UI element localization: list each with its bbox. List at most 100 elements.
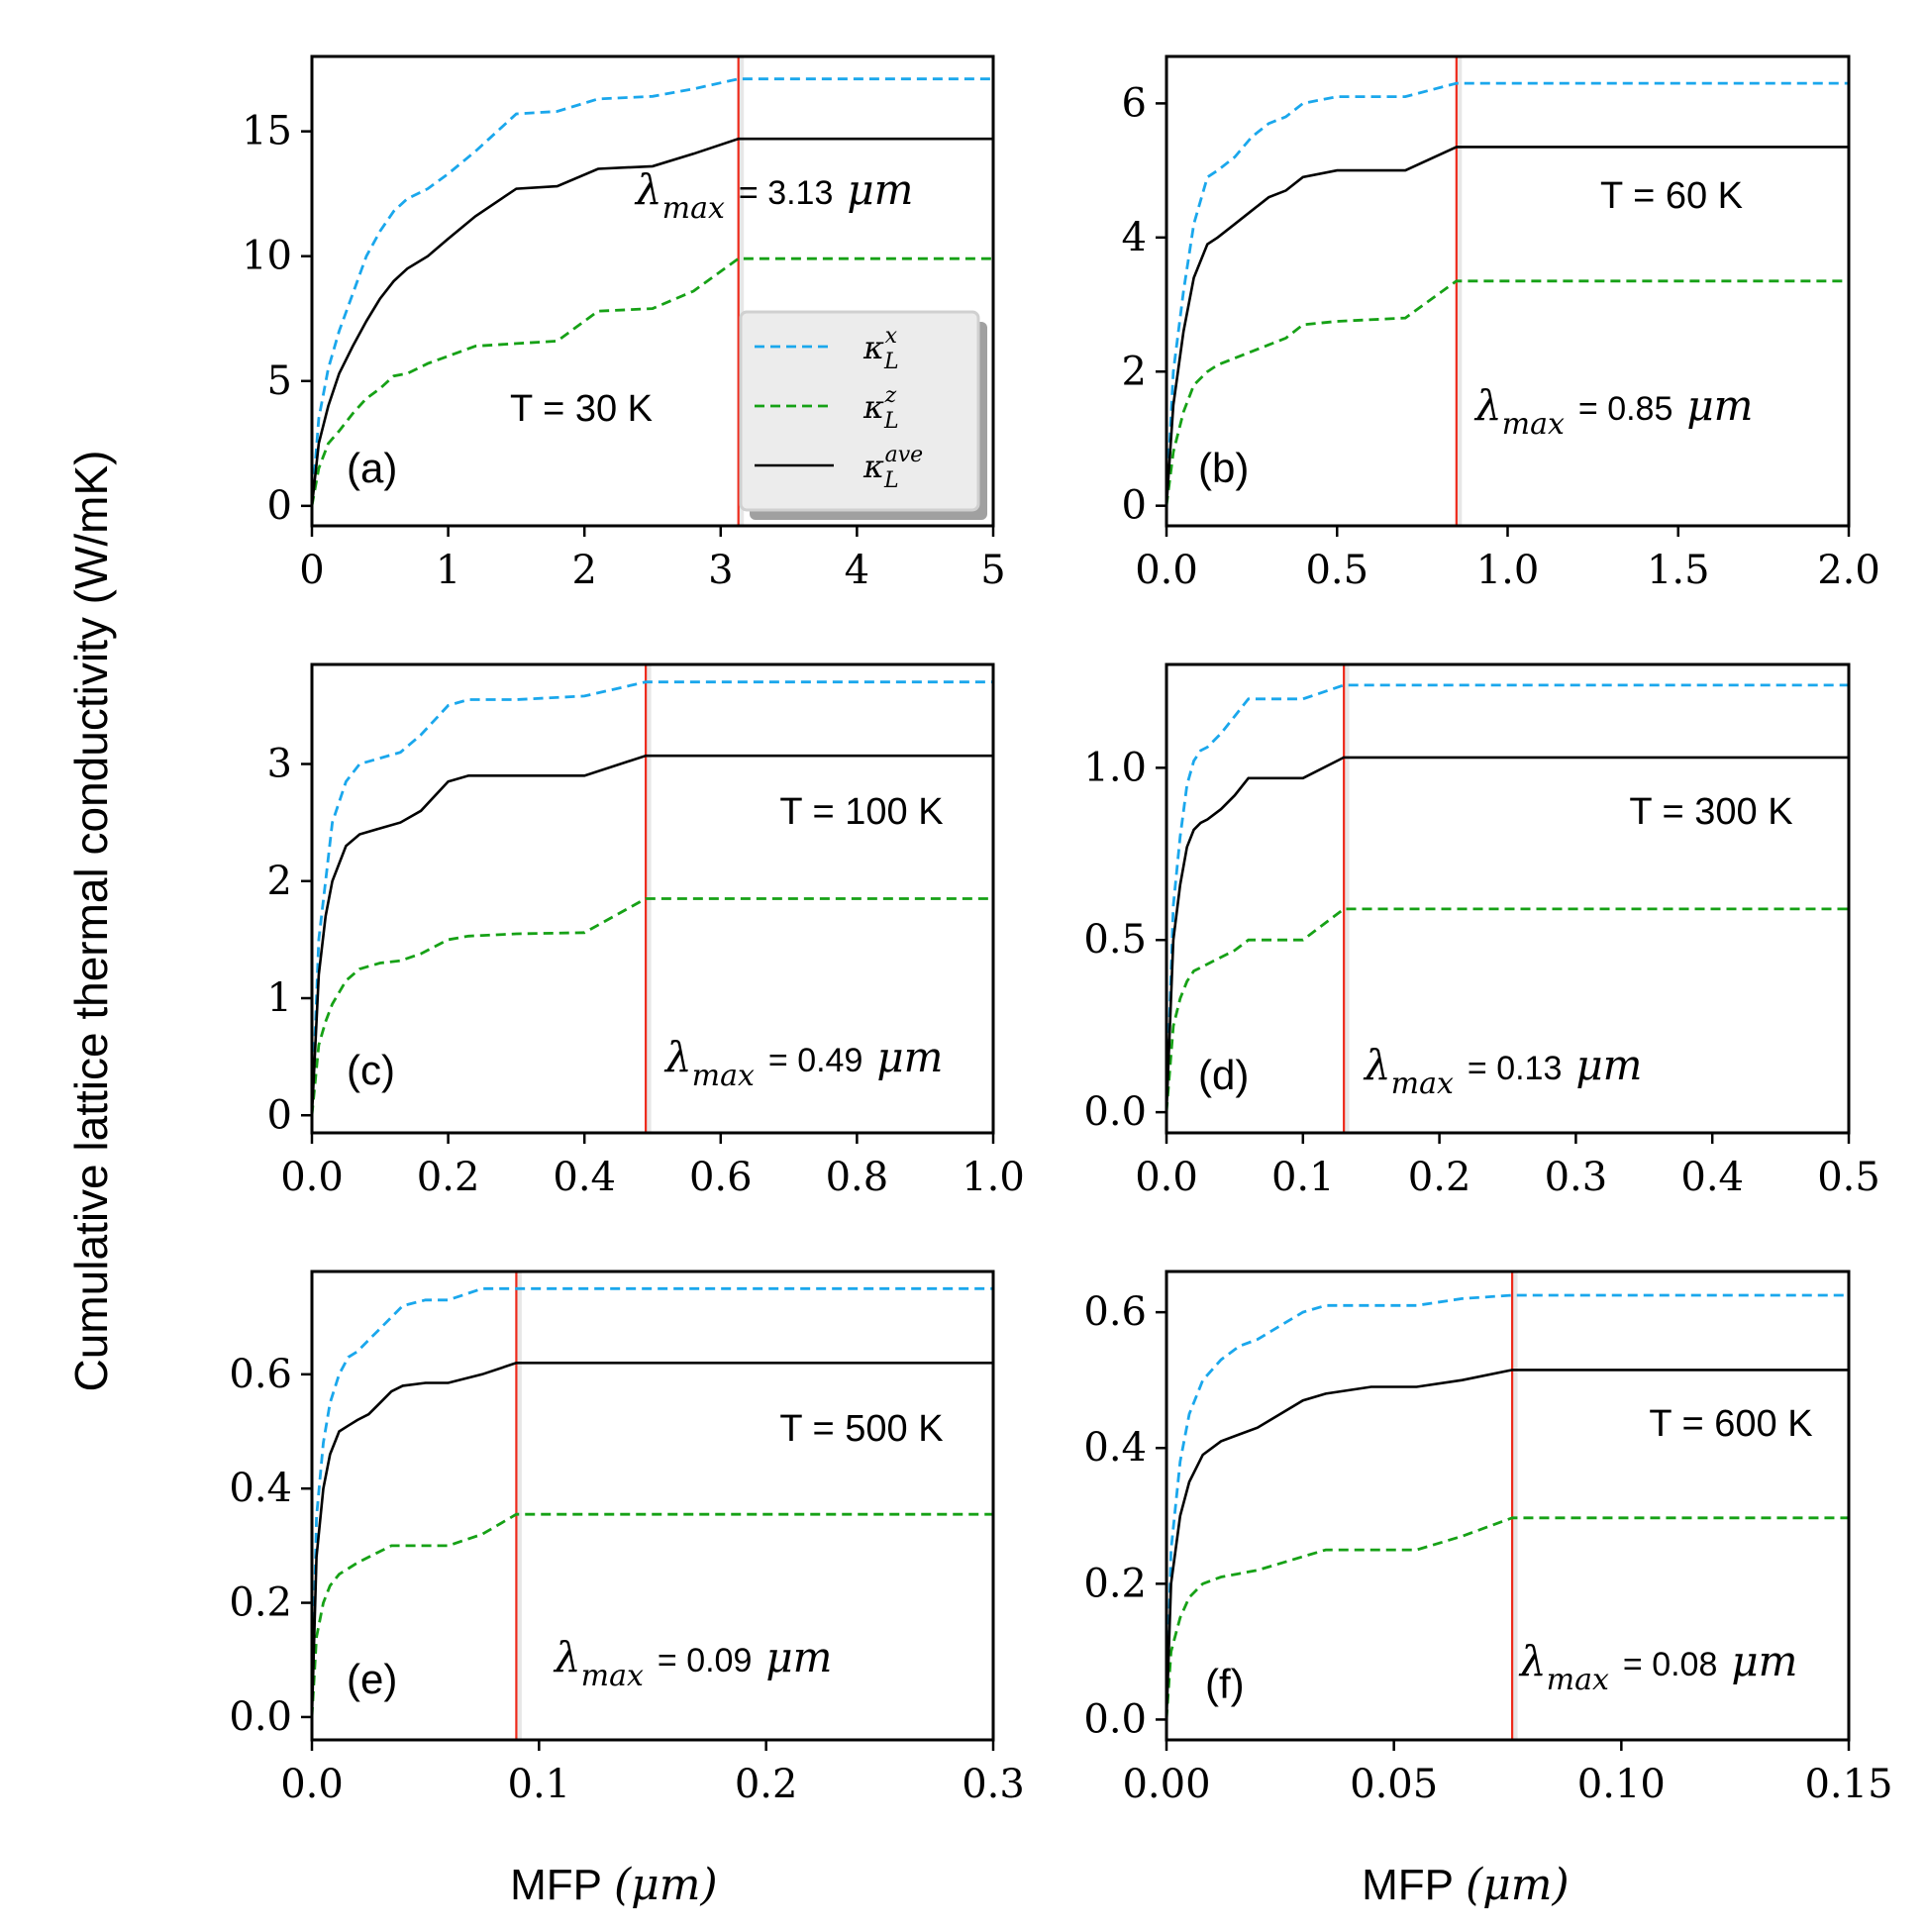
plot-frame	[310, 54, 995, 528]
x-tick-label: 4	[845, 548, 869, 593]
series-kappa-ave	[312, 137, 993, 506]
plot-frame	[1165, 662, 1851, 1135]
x-tick-label: 0.4	[1680, 1155, 1744, 1200]
legend-kappa-ave: κLave	[755, 443, 923, 493]
x-tick-label: 0.2	[735, 1762, 798, 1807]
y-tick-label: 0.5	[1083, 917, 1147, 963]
y-tick-label: 0.0	[1083, 1089, 1147, 1135]
legend-label: κLz	[862, 383, 899, 434]
y-tick-label: 1	[267, 975, 292, 1021]
x-tick-label: 0.00	[1122, 1762, 1210, 1807]
temperature-label: T = 60 K	[1600, 175, 1743, 217]
y-tick-label: 6	[1122, 80, 1147, 126]
series-kappa-x	[1166, 683, 1849, 1113]
y-tick-label: 0	[267, 483, 292, 529]
x-tick-label: 1.5	[1647, 548, 1710, 593]
series-kappa-x	[1166, 81, 1849, 506]
legend-label: κLx	[862, 324, 899, 374]
legend: κLx κLz κLave	[739, 310, 987, 520]
plot-frame	[1165, 1270, 1851, 1742]
chart-panel: 0.00 0.05 0.10 0.15 0.0 0.2 0.4 0.6 T = 600 K (f)…	[1083, 1270, 1893, 1807]
x-axis-label-unit: (μm)	[1466, 1860, 1570, 1910]
series-kappa-x	[312, 1286, 993, 1717]
x-tick-label: 0.15	[1804, 1762, 1892, 1807]
x-tick-label: 1.0	[1476, 548, 1540, 593]
series-kappa-ave	[1166, 756, 1849, 1113]
series-kappa-z	[312, 897, 993, 1116]
x-tick-label: 0.8	[826, 1155, 889, 1200]
lambda-annotation: λmax = 0.08 μm	[1518, 1637, 1798, 1697]
y-tick-label: 5	[267, 358, 292, 404]
x-axis-label-text: MFP	[1362, 1861, 1454, 1909]
x-tick-label: 2	[571, 548, 596, 593]
y-tick-label: 10	[242, 234, 292, 279]
lambda-annotation: λmax = 0.85 μm	[1473, 381, 1754, 442]
y-tick-label: 0.6	[1083, 1289, 1147, 1335]
series-kappa-ave	[312, 754, 993, 1116]
chart-panel: 0.0 0.2 0.4 0.6 0.8 1.0 0 1 2 3 T = 100 K (c) λmax = …	[267, 662, 1025, 1200]
plot-frame	[1165, 54, 1851, 528]
temperature-label: T = 30 K	[510, 388, 653, 430]
legend-box	[739, 310, 980, 512]
x-tick-label: 0.6	[689, 1155, 753, 1200]
temperature-label: T = 600 K	[1649, 1403, 1812, 1445]
legend-kappa-z: κLz	[755, 383, 899, 434]
plot-frame	[310, 662, 995, 1135]
panel-label: (c)	[347, 1047, 395, 1093]
panel-label: (e)	[347, 1656, 397, 1702]
series-kappa-ave	[1166, 1369, 1849, 1720]
y-tick-label: 3	[267, 742, 292, 787]
x-tick-label: 0.10	[1577, 1762, 1666, 1807]
panel-label: (d)	[1198, 1052, 1249, 1098]
legend-kappa-x: κLx	[755, 324, 899, 374]
y-tick-label: 0.0	[1083, 1696, 1147, 1742]
x-tick-label: 0.2	[1408, 1155, 1471, 1200]
chart-panel: 0.0 0.1 0.2 0.3 0.4 0.5 0.0 0.5 1.0 T = 300 K (d) λ…	[1083, 662, 1880, 1200]
panel-label: (b)	[1198, 445, 1249, 491]
x-tick-label: 1	[436, 548, 460, 593]
x-tick-label: 5	[980, 548, 1005, 593]
series-kappa-z	[1166, 907, 1849, 1113]
y-tick-label: 0.6	[229, 1352, 292, 1397]
series-kappa-x	[312, 680, 993, 1116]
y-tick-label: 2	[1122, 349, 1147, 394]
y-tick-label: 0.0	[229, 1694, 292, 1740]
x-tick-label: 1.0	[962, 1155, 1025, 1200]
x-tick-label: 0.0	[280, 1762, 344, 1807]
x-tick-label: 0.1	[508, 1762, 571, 1807]
y-tick-label: 0.2	[1083, 1561, 1147, 1606]
panel-label: (a)	[347, 445, 397, 491]
series-kappa-x	[312, 77, 993, 506]
chart-panel: 0.0 0.5 1.0 1.5 2.0 0 2 4 6 T = 60 K (b) λmax = 0.85…	[1122, 54, 1880, 593]
x-tick-label: 2.0	[1817, 548, 1880, 593]
x-tick-label: 0.5	[1817, 1155, 1880, 1200]
x-axis-label-text: MFP	[510, 1861, 602, 1909]
y-tick-label: 0	[1122, 483, 1147, 529]
x-tick-label: 0.3	[1545, 1155, 1608, 1200]
x-tick-label: 0.2	[417, 1155, 480, 1200]
x-tick-label: 0.3	[962, 1762, 1025, 1807]
lambda-annotation: λmax = 0.09 μm	[553, 1633, 833, 1693]
series-kappa-z	[1166, 279, 1849, 506]
temperature-label: T = 500 K	[779, 1408, 943, 1450]
x-tick-label: 0.0	[1135, 548, 1198, 593]
lambda-annotation: λmax = 0.13 μm	[1363, 1041, 1643, 1101]
y-tick-label: 0.4	[229, 1466, 292, 1511]
series-kappa-x	[1166, 1293, 1849, 1720]
lambda-annotation: λmax = 0.49 μm	[663, 1033, 944, 1093]
x-tick-label: 0.5	[1305, 548, 1368, 593]
y-tick-label: 15	[242, 109, 292, 154]
x-tick-label: 0.0	[280, 1155, 344, 1200]
temperature-label: T = 100 K	[779, 791, 943, 833]
y-tick-label: 2	[267, 859, 292, 904]
series-kappa-z	[1166, 1516, 1849, 1720]
legend-label: κLave	[862, 443, 923, 493]
temperature-label: T = 300 K	[1629, 791, 1792, 833]
y-axis-label: Cumulative lattice thermal conductivity …	[65, 451, 117, 1392]
y-tick-label: 0.4	[1083, 1425, 1147, 1471]
series-kappa-z	[312, 256, 993, 507]
series-kappa-z	[312, 1512, 993, 1717]
